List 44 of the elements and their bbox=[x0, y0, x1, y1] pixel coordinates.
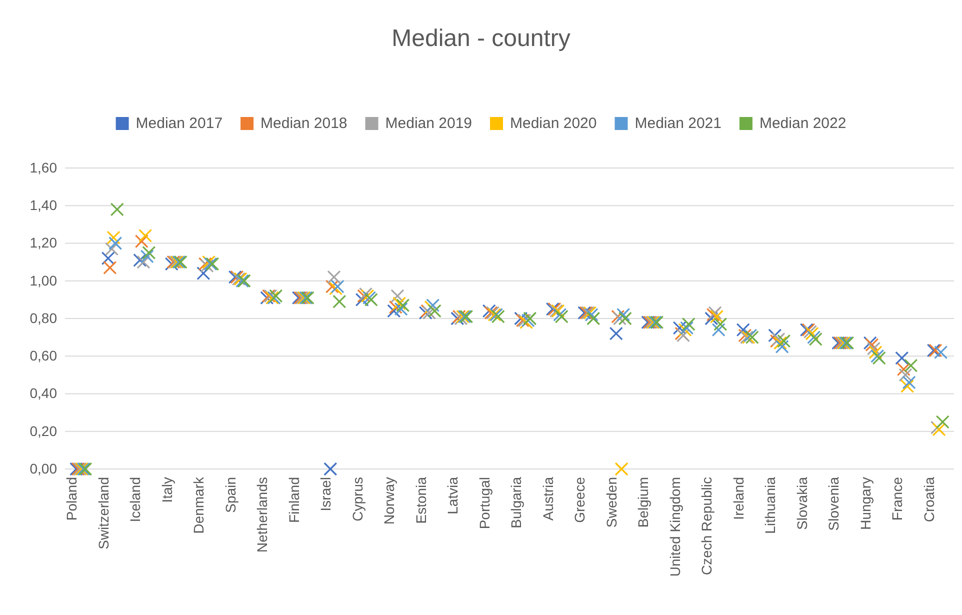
y-tick-label: 1,20 bbox=[30, 234, 58, 251]
x-tick-label: Spain bbox=[222, 477, 238, 513]
x-tick-label: Latvia bbox=[444, 476, 461, 514]
x-tick-label: Norway bbox=[381, 477, 398, 524]
x-tick-label: Sweden bbox=[603, 477, 620, 528]
y-tick-label: 0,00 bbox=[30, 460, 58, 476]
y-tick-label: 1,60 bbox=[30, 159, 58, 176]
x-tick-label: Czech Republic bbox=[698, 477, 715, 576]
y-tick-label: 0,80 bbox=[30, 310, 58, 326]
legend-label: Median 2019 bbox=[385, 115, 472, 132]
x-tick-label: Denmark bbox=[190, 476, 207, 534]
x-tick-label: Portugal bbox=[476, 477, 492, 530]
x-tick-label: Switzerland bbox=[95, 477, 112, 550]
x-tick-label: Slovenia bbox=[826, 476, 842, 531]
x-tick-label: United Kingdom bbox=[666, 477, 683, 577]
x-tick-label: Finland bbox=[286, 477, 302, 523]
x-tick-label: Estonia bbox=[412, 476, 429, 524]
legend-label: Median 2020 bbox=[510, 115, 597, 132]
y-tick-label: 0,60 bbox=[30, 348, 58, 364]
x-tick-label: Croatia bbox=[920, 476, 937, 522]
x-tick-label: Israel bbox=[318, 477, 334, 512]
legend-label: Median 2017 bbox=[136, 115, 223, 132]
legend-label: Median 2022 bbox=[759, 115, 846, 132]
x-tick-label: Hungary bbox=[857, 477, 874, 530]
x-tick-label: Austria bbox=[540, 476, 556, 521]
legend-label: Median 2021 bbox=[634, 115, 722, 132]
x-tick-label: Iceland bbox=[127, 477, 144, 522]
y-tick-label: 0,20 bbox=[30, 422, 58, 439]
x-tick-label: Belgium bbox=[635, 477, 652, 528]
y-tick-label: 1,00 bbox=[30, 272, 58, 288]
chart-title: Median - country bbox=[392, 25, 570, 52]
x-tick-label: France bbox=[889, 476, 906, 521]
y-tick-label: 1,40 bbox=[30, 197, 58, 214]
x-tick-label: Greece bbox=[572, 476, 588, 523]
x-tick-label: Italy bbox=[158, 477, 175, 503]
y-tick-label: 0,40 bbox=[30, 385, 58, 402]
x-tick-label: Slovakia bbox=[794, 476, 810, 530]
x-tick-label: Lithuania bbox=[762, 476, 778, 534]
x-tick-label: Ireland bbox=[730, 477, 746, 520]
legend-label: Median 2018 bbox=[260, 115, 348, 132]
x-tick-label: Cyprus bbox=[349, 477, 366, 522]
x-tick-label: Poland bbox=[64, 477, 80, 521]
x-tick-label: Netherlands bbox=[254, 477, 270, 552]
x-tick-label: Bulgaria bbox=[508, 476, 524, 528]
